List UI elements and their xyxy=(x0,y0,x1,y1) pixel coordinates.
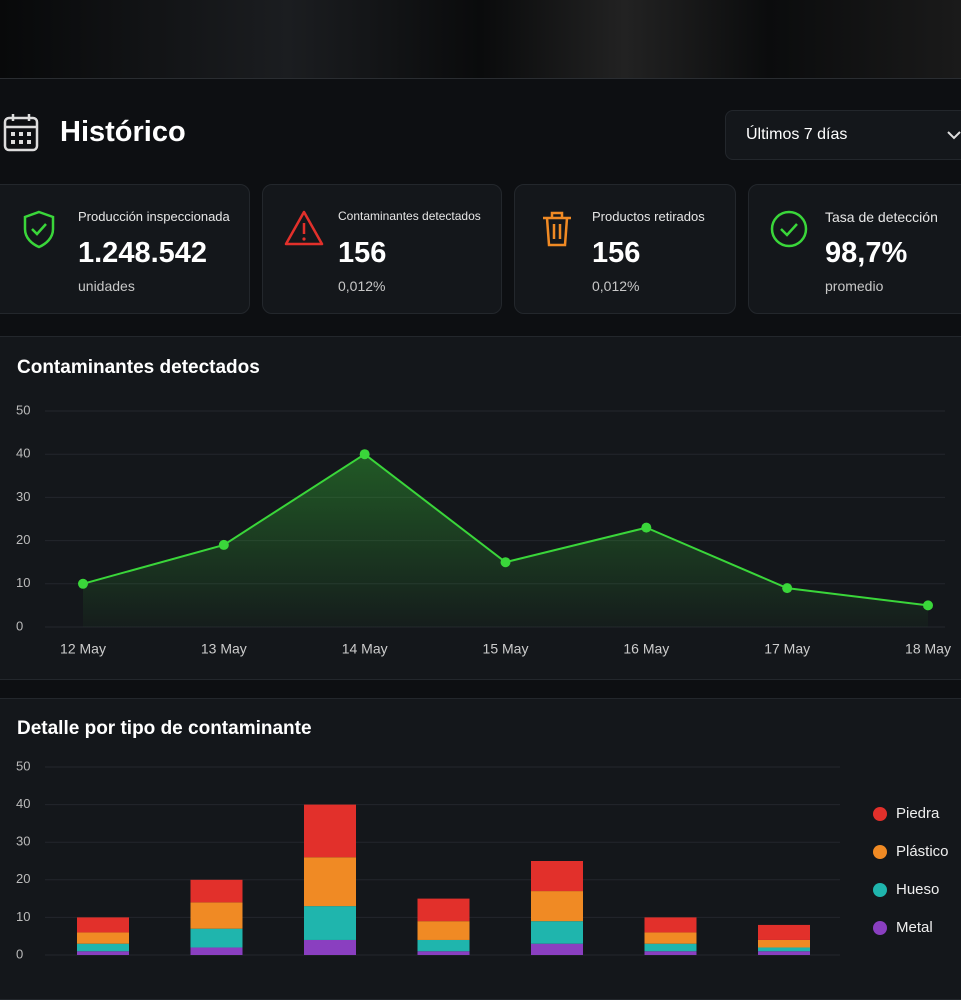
banner xyxy=(0,0,961,79)
y-tick-label: 0 xyxy=(16,618,23,633)
y-tick-label: 20 xyxy=(16,532,30,547)
bar-segment xyxy=(758,951,810,955)
legend-label: Hueso xyxy=(896,881,939,898)
bar-segment xyxy=(190,902,243,929)
card-sub: unidades xyxy=(78,278,135,294)
x-tick-label: 16 May xyxy=(623,641,669,657)
card-value: 98,7% xyxy=(825,237,908,269)
point xyxy=(359,449,370,460)
bar-segment xyxy=(417,921,470,940)
x-tick-label: 17 May xyxy=(764,641,810,657)
bar-segment xyxy=(77,943,129,952)
bar-segment xyxy=(190,947,243,955)
y-tick-label: 50 xyxy=(16,758,30,773)
y-tick-label: 0 xyxy=(16,946,23,961)
y-tick-label: 40 xyxy=(16,446,30,461)
page-title: Histórico xyxy=(60,116,186,148)
range-dropdown[interactable]: Últimos 7 días xyxy=(725,110,961,160)
bar-segment xyxy=(644,943,697,952)
stat-card: Productos retirados 156 0,012% xyxy=(514,184,736,314)
legend-label: Plástico xyxy=(896,843,949,860)
point xyxy=(78,578,88,589)
bar-segment xyxy=(644,951,697,955)
line-area xyxy=(83,454,928,627)
bar-segment xyxy=(758,947,810,952)
card-value: 1.248.542 xyxy=(78,237,208,269)
bar-segment xyxy=(531,891,583,922)
chart-title: Contaminantes detectados xyxy=(17,357,260,378)
point xyxy=(782,583,793,594)
x-tick-label: 18 May xyxy=(905,641,951,657)
check-icon xyxy=(770,210,808,248)
bar-segment xyxy=(531,861,583,892)
x-tick-label: 12 May xyxy=(60,641,106,657)
legend-swatch xyxy=(873,807,887,821)
point xyxy=(923,600,933,611)
x-tick-label: 15 May xyxy=(483,641,529,657)
card-label: Contaminantes detectados xyxy=(338,209,481,223)
card-sub: 0,012% xyxy=(338,278,386,294)
bar-segment xyxy=(190,879,243,903)
calendar-icon xyxy=(3,114,39,152)
legend-swatch xyxy=(873,845,887,859)
x-tick-label: 13 May xyxy=(201,641,247,657)
y-tick-label: 10 xyxy=(16,575,30,590)
bar-segment xyxy=(77,951,129,955)
card-sub: promedio xyxy=(825,278,884,294)
legend-label: Metal xyxy=(896,919,933,936)
bar-segment xyxy=(417,951,470,955)
bar-segment xyxy=(417,898,470,922)
bar-segment xyxy=(77,932,129,944)
bar-segment xyxy=(531,921,583,944)
y-tick-label: 30 xyxy=(16,834,30,849)
chevron xyxy=(947,131,961,140)
chart-title: Detalle por tipo de contaminante xyxy=(17,718,312,739)
stat-card: Contaminantes detectados 156 0,012% xyxy=(262,184,502,314)
y-tick-label: 30 xyxy=(16,489,30,504)
legend-swatch xyxy=(873,921,887,935)
bar-segment xyxy=(304,939,356,955)
point xyxy=(641,522,652,533)
stat-card: Tasa de detección 98,7% promedio xyxy=(748,184,961,314)
range-label: Últimos 7 días xyxy=(746,126,848,143)
bar-segment xyxy=(758,939,810,948)
card-label: Producción inspeccionada xyxy=(78,209,230,224)
y-tick-label: 10 xyxy=(16,909,30,924)
bar-segment xyxy=(77,917,129,933)
card-value: 156 xyxy=(592,237,641,269)
bar-segment xyxy=(644,932,697,944)
shield-icon xyxy=(23,210,55,249)
y-tick-label: 20 xyxy=(16,871,30,886)
stat-card: Producción inspeccionada 1.248.542 unida… xyxy=(0,184,250,314)
point xyxy=(218,539,229,550)
card-sub: 0,012% xyxy=(592,278,640,294)
point xyxy=(500,557,511,568)
bar-segment xyxy=(190,928,243,948)
card-label: Productos retirados xyxy=(592,209,705,224)
bar-segment xyxy=(644,917,697,933)
card-label: Tasa de detección xyxy=(825,209,938,225)
x-tick-label: 14 May xyxy=(342,641,388,657)
bar-segment xyxy=(531,943,583,955)
legend-label: Piedra xyxy=(896,805,940,822)
y-tick-label: 50 xyxy=(16,402,30,417)
charts: Contaminantes detectados Detalle por tip… xyxy=(16,357,951,961)
y-tick-label: 40 xyxy=(16,796,30,811)
card-value: 156 xyxy=(338,237,387,269)
trash-icon xyxy=(543,211,571,247)
bar-segment xyxy=(304,804,356,858)
warning-icon xyxy=(284,210,324,246)
bar-segment xyxy=(304,906,356,940)
bar-segment xyxy=(758,924,810,940)
bar-segment xyxy=(417,939,470,952)
bar-segment xyxy=(304,857,356,907)
legend-swatch xyxy=(873,883,887,897)
